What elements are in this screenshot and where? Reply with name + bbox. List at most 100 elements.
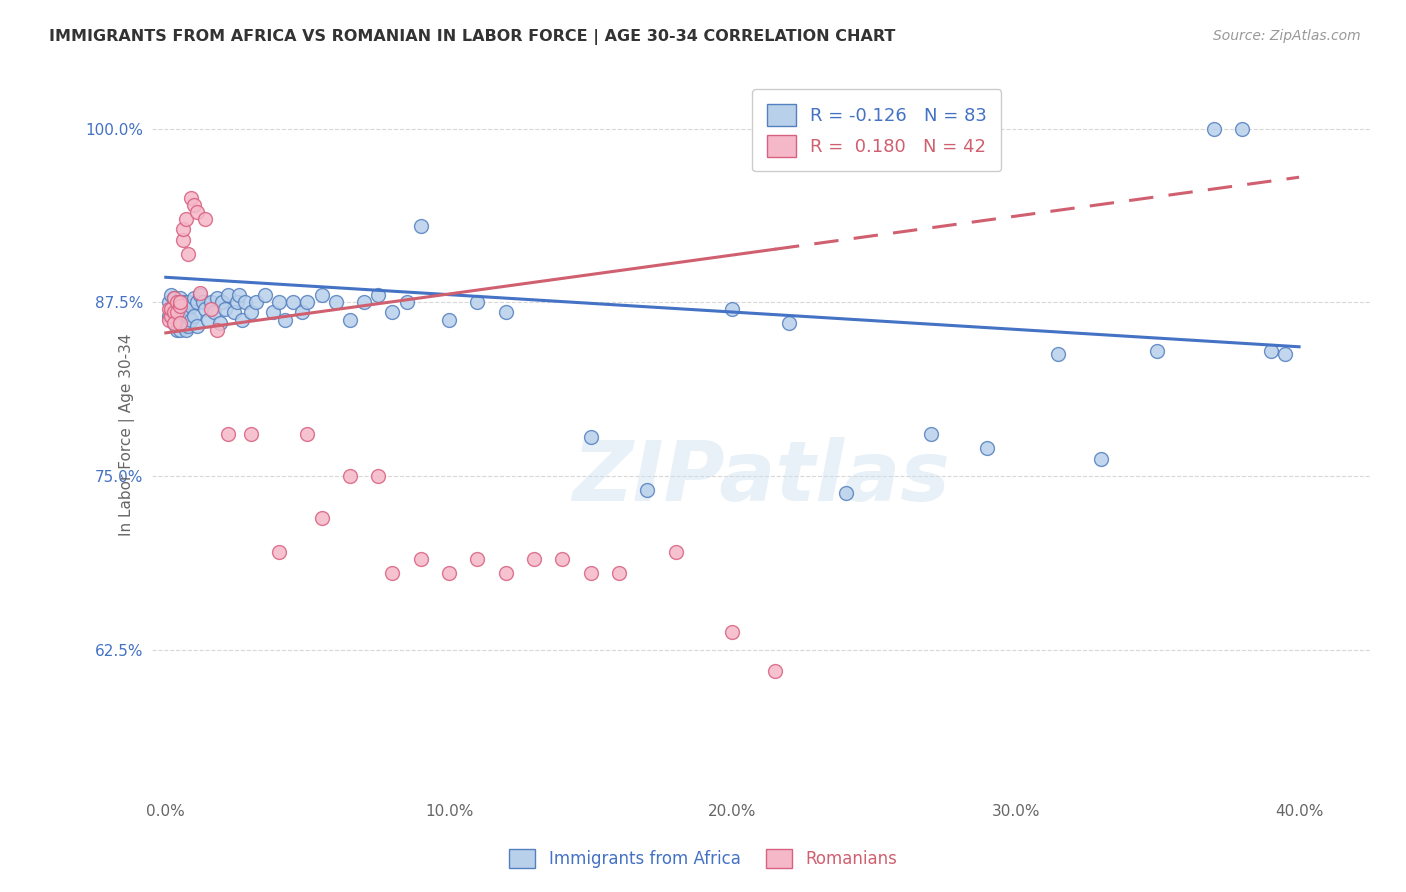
Text: ZIPatlas: ZIPatlas — [572, 437, 949, 518]
Point — [202, 305, 225, 319]
Point — [160, 302, 183, 317]
Point — [166, 316, 188, 330]
Point — [183, 291, 205, 305]
Point — [186, 295, 208, 310]
Point — [231, 313, 253, 327]
Point — [166, 295, 188, 310]
Point — [381, 305, 404, 319]
Point — [174, 300, 197, 314]
Point — [186, 318, 208, 333]
Point — [437, 566, 460, 581]
Point — [665, 545, 688, 559]
Point — [721, 624, 744, 639]
Point — [163, 316, 186, 330]
Point — [183, 198, 205, 212]
Point — [157, 295, 180, 310]
Point — [169, 295, 191, 310]
Point — [353, 295, 375, 310]
Point — [297, 427, 319, 442]
Point — [239, 305, 262, 319]
Text: IMMIGRANTS FROM AFRICA VS ROMANIAN IN LABOR FORCE | AGE 30-34 CORRELATION CHART: IMMIGRANTS FROM AFRICA VS ROMANIAN IN LA… — [49, 29, 896, 45]
Point — [217, 427, 239, 442]
Point — [721, 302, 744, 317]
Point — [283, 295, 305, 310]
Point — [166, 302, 188, 317]
Point — [163, 291, 186, 305]
Point — [262, 305, 284, 319]
Point — [636, 483, 658, 497]
Point — [367, 288, 389, 302]
Point — [778, 316, 800, 330]
Point — [395, 295, 418, 310]
Point — [183, 309, 205, 323]
Point — [194, 302, 217, 317]
Point — [174, 313, 197, 327]
Point — [245, 295, 267, 310]
Point — [197, 313, 219, 327]
Point — [311, 288, 333, 302]
Point — [177, 246, 200, 260]
Point — [163, 291, 186, 305]
Point — [214, 302, 236, 317]
Point — [200, 302, 222, 317]
Point — [169, 323, 191, 337]
Point — [160, 288, 183, 302]
Point — [169, 291, 191, 305]
Point — [172, 233, 194, 247]
Point — [579, 430, 602, 444]
Point — [976, 442, 998, 456]
Point — [157, 313, 180, 327]
Point — [166, 323, 188, 337]
Point — [367, 469, 389, 483]
Point — [228, 288, 250, 302]
Point — [311, 510, 333, 524]
Point — [180, 313, 202, 327]
Point — [1260, 343, 1282, 358]
Point — [381, 566, 404, 581]
Point — [239, 427, 262, 442]
Point — [166, 305, 188, 319]
Point — [467, 552, 489, 566]
Point — [166, 295, 188, 310]
Point — [177, 295, 200, 310]
Point — [920, 427, 942, 442]
Point — [163, 316, 186, 330]
Point — [169, 300, 191, 314]
Point — [409, 552, 432, 566]
Point — [222, 305, 245, 319]
Point — [763, 664, 786, 678]
Point — [291, 305, 314, 319]
Point — [163, 300, 186, 314]
Legend: R = -0.126   N = 83, R =  0.180   N = 42: R = -0.126 N = 83, R = 0.180 N = 42 — [752, 89, 1001, 171]
Point — [177, 309, 200, 323]
Text: Source: ZipAtlas.com: Source: ZipAtlas.com — [1213, 29, 1361, 43]
Point — [180, 191, 202, 205]
Point — [1204, 121, 1226, 136]
Point — [160, 302, 183, 317]
Point — [157, 302, 180, 317]
Point — [551, 552, 574, 566]
Legend: Immigrants from Africa, Romanians: Immigrants from Africa, Romanians — [501, 840, 905, 877]
Point — [253, 288, 276, 302]
Point — [205, 291, 228, 305]
Point — [274, 313, 297, 327]
Point — [177, 318, 200, 333]
Point — [174, 323, 197, 337]
Point — [169, 300, 191, 314]
Point — [437, 313, 460, 327]
Point — [269, 295, 291, 310]
Point — [211, 295, 233, 310]
Point — [169, 313, 191, 327]
Point — [1146, 343, 1168, 358]
Point — [325, 295, 347, 310]
Point — [172, 309, 194, 323]
Point — [495, 305, 517, 319]
Point — [269, 545, 291, 559]
Point — [174, 211, 197, 226]
Point — [495, 566, 517, 581]
Point — [467, 295, 489, 310]
Point — [191, 295, 214, 310]
Point — [208, 316, 231, 330]
Point — [163, 313, 186, 327]
Point — [186, 205, 208, 219]
